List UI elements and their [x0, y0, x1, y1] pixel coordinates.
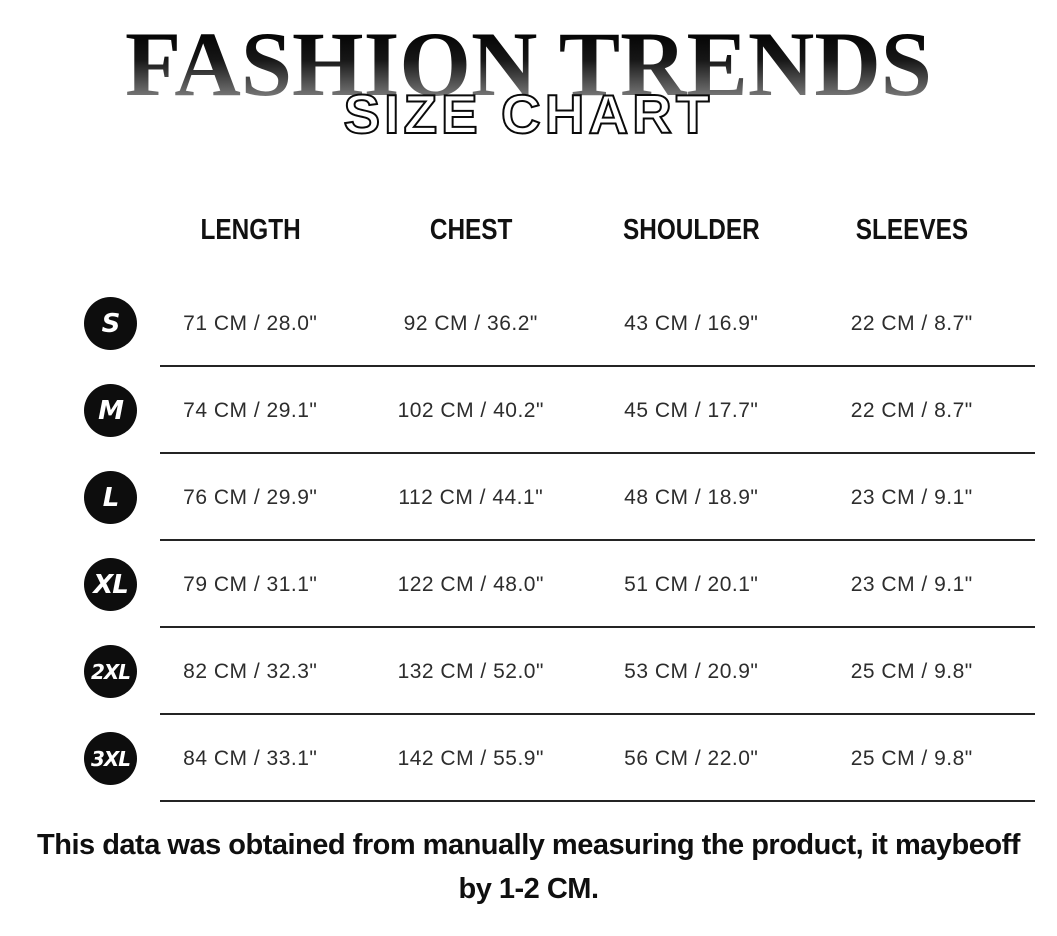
size-badge-3xl: 3XL	[84, 732, 137, 785]
column-header-shoulder-label: SHOULDER	[622, 213, 760, 246]
shoulder-cell: 51 CM / 20.1"	[624, 572, 759, 596]
length-cell: 74 CM / 29.1"	[183, 398, 318, 422]
table-header-row: LENGTH CHEST SHOULDER SLEEVES	[0, 206, 1057, 254]
measurement-disclaimer-line1: This data was obtained from manually mea…	[37, 829, 1020, 861]
title-block: FASHION TRENDS SIZE CHART	[0, 0, 1057, 160]
size-badge-2xl: 2XL	[84, 645, 137, 698]
sleeves-cell: 22 CM / 8.7"	[850, 311, 973, 335]
column-header-length-label: LENGTH	[200, 213, 301, 246]
chest-cell: 122 CM / 48.0"	[397, 572, 544, 596]
table-row-m: M 74 CM / 29.1" 102 CM / 40.2" 45 CM / 1…	[0, 367, 1057, 454]
column-header-shoulder: SHOULDER	[581, 214, 802, 247]
table-row-xl: XL 79 CM / 31.1" 122 CM / 48.0" 51 CM / …	[0, 541, 1057, 628]
table-row-2xl: 2XL 82 CM / 32.3" 132 CM / 52.0" 53 CM /…	[0, 628, 1057, 715]
length-cell: 71 CM / 28.0"	[183, 311, 318, 335]
length-cell: 76 CM / 29.9"	[183, 485, 318, 509]
size-badge-l: L	[84, 471, 137, 524]
column-header-length: LENGTH	[140, 214, 361, 247]
length-cell: 82 CM / 32.3"	[183, 659, 318, 683]
length-cell: 79 CM / 31.1"	[183, 572, 318, 596]
shoulder-cell: 45 CM / 17.7"	[624, 398, 759, 422]
chest-cell: 102 CM / 40.2"	[397, 398, 544, 422]
length-cell: 84 CM / 33.1"	[183, 746, 318, 770]
shoulder-cell: 53 CM / 20.9"	[624, 659, 759, 683]
page-title: FASHION TRENDS	[0, 18, 1057, 110]
badge-cell: 3XL	[0, 732, 140, 785]
measurement-disclaimer: This data was obtained from manually mea…	[0, 824, 1057, 911]
chest-cell: 132 CM / 52.0"	[397, 659, 544, 683]
badge-cell: S	[0, 297, 140, 350]
sleeves-cell: 23 CM / 9.1"	[850, 485, 973, 509]
sleeves-cell: 22 CM / 8.7"	[850, 398, 973, 422]
table-row-l: L 76 CM / 29.9" 112 CM / 44.1" 48 CM / 1…	[0, 454, 1057, 541]
page-subtitle: SIZE CHART	[343, 82, 714, 146]
column-header-chest-label: CHEST	[429, 213, 513, 246]
size-badge-xl: XL	[84, 558, 137, 611]
badge-cell: XL	[0, 558, 140, 611]
table-row-s: S 71 CM / 28.0" 92 CM / 36.2" 43 CM / 16…	[0, 280, 1057, 367]
column-header-chest: CHEST	[361, 214, 582, 247]
column-header-sleeves: SLEEVES	[802, 214, 1023, 247]
badge-cell: 2XL	[0, 645, 140, 698]
badge-cell: M	[0, 384, 140, 437]
size-chart-table: LENGTH CHEST SHOULDER SLEEVES S 71 CM / …	[0, 206, 1057, 802]
column-header-sleeves-label: SLEEVES	[855, 213, 968, 246]
sleeves-cell: 25 CM / 9.8"	[850, 746, 973, 770]
shoulder-cell: 48 CM / 18.9"	[624, 485, 759, 509]
badge-cell: L	[0, 471, 140, 524]
measurement-disclaimer-line2: by 1-2 CM.	[458, 872, 599, 905]
chest-cell: 112 CM / 44.1"	[398, 485, 544, 509]
table-row-3xl: 3XL 84 CM / 33.1" 142 CM / 55.9" 56 CM /…	[0, 715, 1057, 802]
sleeves-cell: 25 CM / 9.8"	[850, 659, 973, 683]
shoulder-cell: 43 CM / 16.9"	[624, 311, 759, 335]
sleeves-cell: 23 CM / 9.1"	[850, 572, 973, 596]
chest-cell: 92 CM / 36.2"	[403, 311, 538, 335]
shoulder-cell: 56 CM / 22.0"	[624, 746, 759, 770]
size-badge-m: M	[84, 384, 137, 437]
size-badge-s: S	[84, 297, 137, 350]
chest-cell: 142 CM / 55.9"	[397, 746, 544, 770]
